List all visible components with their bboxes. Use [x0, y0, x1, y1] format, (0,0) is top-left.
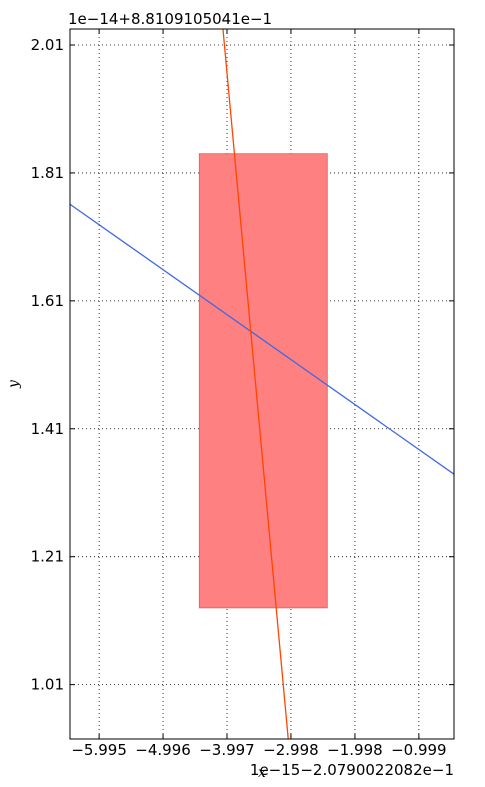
series-line-1	[69, 203, 455, 475]
ticks	[70, 29, 454, 739]
x-tick-label: −3.997	[199, 741, 255, 759]
highlight-rectangle	[198, 153, 328, 609]
series-layer	[69, 28, 455, 740]
x-tick-label: −4.996	[135, 741, 191, 759]
plot-frame	[69, 28, 455, 740]
y-tick-label: 1.61	[31, 292, 64, 310]
y-tick-labels: 1.01 1.21 1.41 1.61 1.81 2.01	[31, 36, 64, 694]
y-axis-label: y	[6, 379, 22, 389]
x-tick-label: −5.995	[71, 741, 127, 759]
x-tick-labels: −5.995 −4.996 −3.997 −2.998 −1.998 −0.999	[71, 741, 446, 759]
x-axis-label: x	[258, 765, 266, 781]
y-tick-label: 1.21	[31, 548, 64, 566]
x-tick-label: −2.998	[263, 741, 319, 759]
y-tick-label: 1.41	[31, 420, 64, 438]
x-tick-label: −1.998	[327, 741, 383, 759]
y-offset-text: 1e−14+8.8109105041e−1	[68, 10, 272, 28]
highlight-rectangle-layer	[198, 153, 328, 609]
y-tick-label: 1.81	[31, 164, 64, 182]
x-offset-text: 1e−15−2.0790022082e−1	[250, 761, 454, 779]
y-tick-label: 2.01	[31, 36, 64, 54]
x-tick-label: −0.999	[391, 741, 447, 759]
series-line-2	[222, 28, 289, 740]
y-tick-label: 1.01	[31, 676, 64, 694]
